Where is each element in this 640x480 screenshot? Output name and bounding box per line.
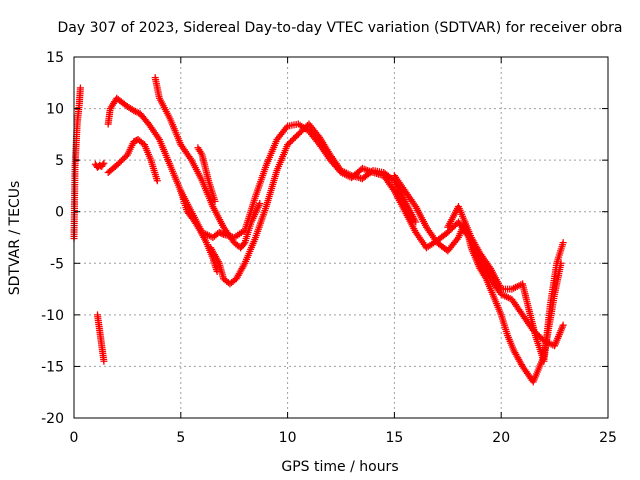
y-tick-label: 15 xyxy=(46,50,64,66)
data-point xyxy=(256,199,264,207)
axis-ticks: 0 5 10 15 20 25 -20 -15 -10 -5 0 5 10 15 xyxy=(41,50,617,446)
data-point xyxy=(100,357,108,365)
data-point xyxy=(412,218,420,226)
data-point xyxy=(559,239,567,247)
y-tick-label: -15 xyxy=(41,359,64,375)
data-series-track-b xyxy=(93,311,108,365)
data-series-track-c xyxy=(91,159,108,171)
data-point xyxy=(100,159,108,167)
data-point xyxy=(76,84,84,92)
y-tick-label: -5 xyxy=(50,256,64,272)
data-point xyxy=(99,161,107,169)
data-series-track-g xyxy=(177,187,221,276)
x-axis-label: GPS time / hours xyxy=(281,459,398,475)
y-tick-label: 10 xyxy=(46,102,64,118)
data-point xyxy=(453,235,461,243)
x-tick-label: 5 xyxy=(176,430,185,446)
data-point xyxy=(218,230,226,238)
grid-lines xyxy=(74,57,608,418)
data-point xyxy=(131,107,139,115)
data-series-track-h xyxy=(207,120,420,288)
data-point xyxy=(211,197,219,205)
data-points xyxy=(70,74,567,386)
x-tick-label: 0 xyxy=(70,430,79,446)
x-tick-label: 25 xyxy=(599,430,617,446)
data-series-track-k xyxy=(444,203,567,365)
x-tick-label: 15 xyxy=(385,430,403,446)
plot-frame xyxy=(73,56,609,419)
data-point xyxy=(133,108,141,116)
data-series-track-i xyxy=(194,144,219,205)
data-point xyxy=(130,107,138,115)
x-tick-label: 10 xyxy=(279,430,297,446)
data-series-track-e xyxy=(104,136,161,185)
y-tick-label: -10 xyxy=(41,308,64,324)
x-tick-label: 20 xyxy=(492,430,510,446)
chart-title: Day 307 of 2023, Sidereal Day-to-day VTE… xyxy=(57,20,622,36)
y-axis-label: SDTVAR / TECUs xyxy=(7,181,23,296)
data-point xyxy=(153,177,161,185)
y-tick-label: 5 xyxy=(55,153,64,169)
data-series-track-d xyxy=(104,94,567,350)
data-point xyxy=(559,321,567,329)
y-tick-label: -20 xyxy=(41,411,64,427)
y-tick-label: 0 xyxy=(55,205,64,221)
